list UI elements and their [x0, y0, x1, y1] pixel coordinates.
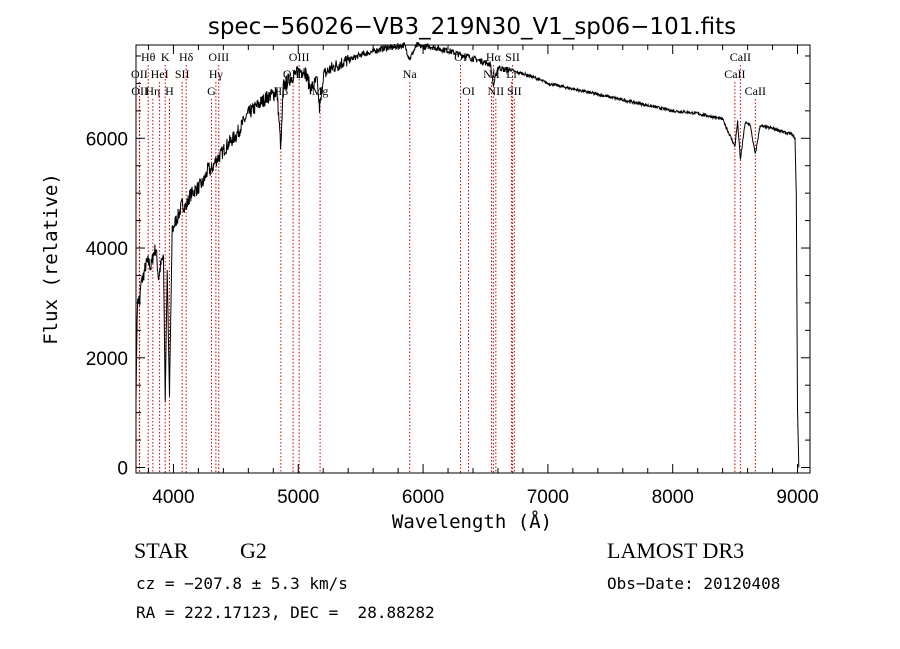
x-tick-label: 4000: [152, 487, 194, 508]
object-subclass: G2: [240, 538, 267, 563]
spectral-line-label: OII: [131, 84, 148, 98]
y-tick-label: 4000: [86, 239, 128, 260]
object-class: STAR: [134, 538, 189, 563]
y-tick-label: 2000: [86, 349, 128, 370]
spectral-line-label: Hγ: [209, 67, 224, 81]
y-tick-label: 0: [117, 459, 128, 480]
spectral-line-label: OIII: [208, 50, 229, 64]
axis-ticks: 4000 5000 6000 7000 8000 9000 0 2000 4000 6000: [86, 45, 819, 508]
spectral-line-label: OIII: [289, 50, 310, 64]
obs-date-text: Obs−Date: 20120408: [607, 574, 781, 593]
plot-frame: [135, 44, 811, 474]
x-axis-label: Wavelength (Å): [392, 510, 552, 533]
spectral-line-label: CaII: [745, 84, 766, 98]
redshift-text: cz = −207.8 ± 5.3 km/s: [136, 574, 348, 593]
spectral-line-label: OII: [131, 67, 148, 81]
spectral-line-label: Hη: [145, 84, 160, 98]
spectral-line-label: SII: [505, 50, 520, 64]
flux-series: [135, 41, 800, 468]
spectral-line-label: Li: [506, 67, 517, 81]
coordinates-text: RA = 222.17123, DEC = 28.88282: [136, 603, 435, 622]
spectral-line-label: OI: [454, 50, 467, 64]
x-tick-label: 6000: [402, 487, 444, 508]
spectral-line-label: HeI: [151, 67, 169, 81]
spectral-line-label: SII: [507, 84, 522, 98]
chart-title: spec−56026−VB3_219N30_V1_sp06−101.fits: [208, 14, 736, 40]
spectral-line-label: NII: [488, 84, 505, 98]
spectral-line-label: CaII: [724, 67, 745, 81]
spectral-line-label: K: [161, 50, 170, 64]
spectral-line-label: Na: [403, 67, 418, 81]
x-tick-label: 7000: [527, 487, 569, 508]
spectral-line-label: G: [207, 84, 216, 98]
flux-line: [135, 41, 800, 468]
spectral-line-label: CaII: [730, 50, 751, 64]
spectral-line-label: Mg: [312, 84, 329, 98]
x-tick-label: 5000: [277, 487, 319, 508]
x-tick-label: 8000: [652, 487, 694, 508]
y-tick-label: 6000: [86, 129, 128, 150]
survey-name: LAMOST DR3: [607, 538, 745, 563]
spectral-line-label: SII: [175, 67, 190, 81]
spectral-line-label: OI: [462, 84, 475, 98]
x-tick-label: 9000: [776, 487, 818, 508]
y-axis-label: Flux (relative): [40, 173, 62, 345]
spectral-line-label: Hα: [486, 50, 502, 64]
spectral-line-label: H: [165, 84, 174, 98]
spectral-line-label: Hδ: [179, 50, 194, 64]
spectral-line-label: Hθ: [141, 50, 156, 64]
